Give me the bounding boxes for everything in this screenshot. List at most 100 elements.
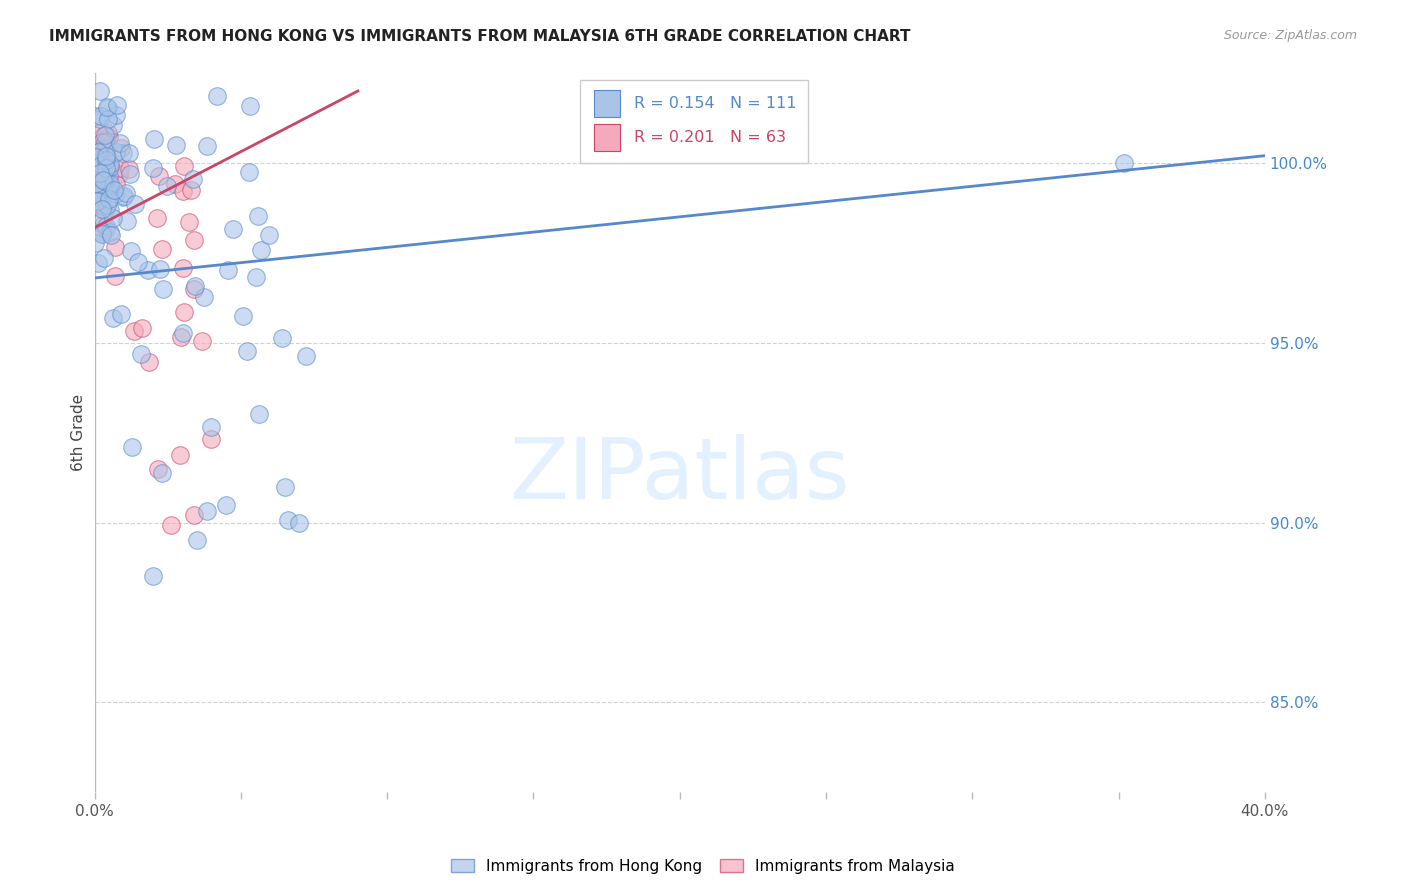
Point xyxy=(110,141,132,155)
Point xyxy=(183,508,205,523)
Point xyxy=(170,330,193,344)
Point xyxy=(89,84,111,98)
Point xyxy=(1114,156,1136,170)
Point xyxy=(87,186,110,201)
Point xyxy=(94,135,117,149)
Point xyxy=(87,192,110,206)
Point xyxy=(90,169,112,183)
Point xyxy=(93,128,115,143)
Point xyxy=(236,343,259,358)
Point xyxy=(245,270,267,285)
Point xyxy=(87,156,110,170)
Point xyxy=(195,504,218,518)
Point xyxy=(215,498,238,512)
Point xyxy=(84,176,107,190)
Point xyxy=(83,236,105,251)
Point xyxy=(122,324,145,338)
Point xyxy=(184,279,207,293)
Point xyxy=(90,186,112,200)
Point xyxy=(172,326,194,340)
Point xyxy=(181,172,204,186)
Point xyxy=(110,136,132,151)
Point xyxy=(96,182,118,196)
Point xyxy=(86,154,108,169)
Point xyxy=(114,186,136,201)
Point xyxy=(169,448,191,462)
Point xyxy=(84,164,107,178)
Point xyxy=(86,126,108,140)
Point xyxy=(107,167,129,181)
Point xyxy=(98,130,121,145)
Point xyxy=(94,153,117,167)
Point xyxy=(105,98,128,112)
Point xyxy=(94,161,117,175)
Point xyxy=(115,213,138,227)
Point xyxy=(232,310,254,324)
Point xyxy=(191,334,214,348)
Point xyxy=(84,190,107,204)
Point xyxy=(93,251,115,265)
Point xyxy=(127,255,149,269)
Point xyxy=(277,513,299,527)
Point xyxy=(118,162,141,177)
Point xyxy=(288,516,311,530)
Point xyxy=(110,307,132,321)
Y-axis label: 6th Grade: 6th Grade xyxy=(72,394,86,471)
Point xyxy=(87,145,110,159)
Point xyxy=(96,167,118,181)
Point xyxy=(91,162,114,177)
Text: Source: ZipAtlas.com: Source: ZipAtlas.com xyxy=(1223,29,1357,42)
Point xyxy=(142,132,165,146)
Point xyxy=(294,350,316,364)
Point xyxy=(96,142,118,156)
Point xyxy=(200,432,222,446)
Point xyxy=(89,109,111,123)
Point xyxy=(98,185,121,199)
Point xyxy=(104,145,127,159)
Point xyxy=(142,161,165,175)
Point xyxy=(121,440,143,454)
Point xyxy=(186,533,208,548)
Point xyxy=(180,183,202,197)
Point xyxy=(193,290,215,304)
Point xyxy=(96,100,118,114)
Point xyxy=(96,222,118,236)
Bar xyxy=(595,124,620,152)
Point xyxy=(96,198,118,212)
Point xyxy=(103,183,125,197)
Point xyxy=(98,177,121,191)
Point xyxy=(91,135,114,149)
Point xyxy=(100,227,122,242)
Point xyxy=(90,152,112,166)
Point xyxy=(179,214,201,228)
Point xyxy=(152,242,174,256)
Point xyxy=(172,185,194,199)
Point xyxy=(152,282,174,296)
Point xyxy=(195,139,218,153)
Point xyxy=(84,169,107,184)
Point xyxy=(222,222,245,236)
Point xyxy=(104,177,127,191)
Point xyxy=(183,282,205,296)
Point xyxy=(91,199,114,213)
Legend: Immigrants from Hong Kong, Immigrants from Malaysia: Immigrants from Hong Kong, Immigrants fr… xyxy=(444,853,962,880)
Point xyxy=(217,262,239,277)
Point xyxy=(93,178,115,193)
Point xyxy=(239,99,262,113)
Point xyxy=(172,261,194,276)
Point xyxy=(87,151,110,165)
Point xyxy=(83,150,105,164)
Point xyxy=(249,407,271,421)
Point xyxy=(146,211,169,226)
Point xyxy=(87,145,110,159)
Point xyxy=(150,467,173,481)
Point xyxy=(94,178,117,192)
Point xyxy=(89,194,111,209)
Point xyxy=(148,169,170,183)
Point xyxy=(247,209,270,223)
Text: R = 0.154   N = 111: R = 0.154 N = 111 xyxy=(634,95,797,111)
Point xyxy=(87,142,110,156)
Point xyxy=(104,240,127,254)
Point xyxy=(104,108,127,122)
Point xyxy=(94,161,117,176)
